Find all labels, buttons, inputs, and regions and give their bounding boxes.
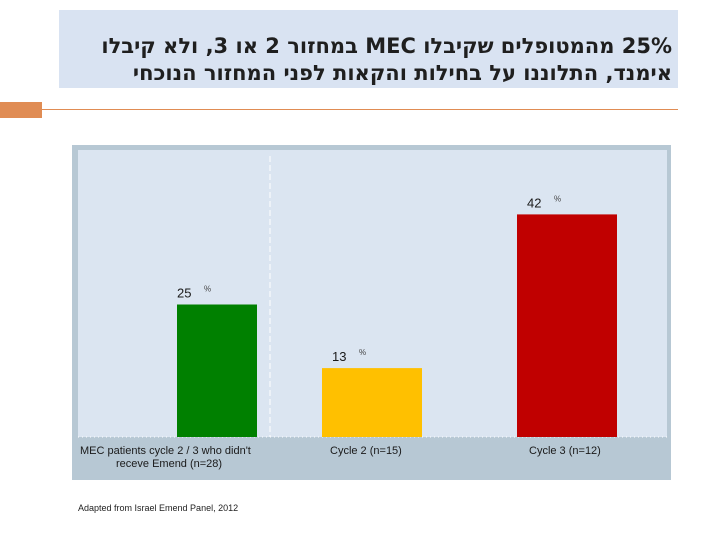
slide-title-box: 25% מהמטופלים שקיבלו MEC במחזור 2 או 3, … xyxy=(59,10,678,88)
category-label-2: Cycle 2 (n=15) xyxy=(330,445,402,457)
slide-title-line-1: 25% מהמטופלים שקיבלו MEC במחזור 2 או 3, … xyxy=(101,34,672,58)
bar-2 xyxy=(322,368,422,437)
chart-frame: 25% 13% 42% MEC patients cycle 2 / 3 who di… xyxy=(72,145,671,480)
bar-1 xyxy=(177,304,257,437)
data-label-3: 42 xyxy=(527,195,541,210)
bar-3 xyxy=(517,214,617,437)
source-note: Adapted from Israel Emend Panel, 2012 xyxy=(78,503,239,513)
accent-square xyxy=(0,102,42,118)
data-label-1: 25 xyxy=(177,286,191,301)
data-label-2: 13 xyxy=(332,349,346,364)
accent-divider xyxy=(42,109,678,110)
bar-chart: 25 % 13 % 42 % MEC patients cycle 2 / 3 who di… xyxy=(78,150,667,470)
data-unit-1: % xyxy=(204,285,211,294)
category-label-1-line-1: MEC patients cycle 2 / 3 who didn't xyxy=(80,445,251,457)
data-unit-3: % xyxy=(554,194,561,203)
slide-title-line-2: אימנד, התלוננו על בחילות והקאות לפני המח… xyxy=(132,61,672,85)
data-unit-2: % xyxy=(359,348,366,357)
category-label-3: Cycle 3 (n=12) xyxy=(529,445,601,457)
category-label-1-line-2: receve Emend (n=28) xyxy=(116,458,222,470)
